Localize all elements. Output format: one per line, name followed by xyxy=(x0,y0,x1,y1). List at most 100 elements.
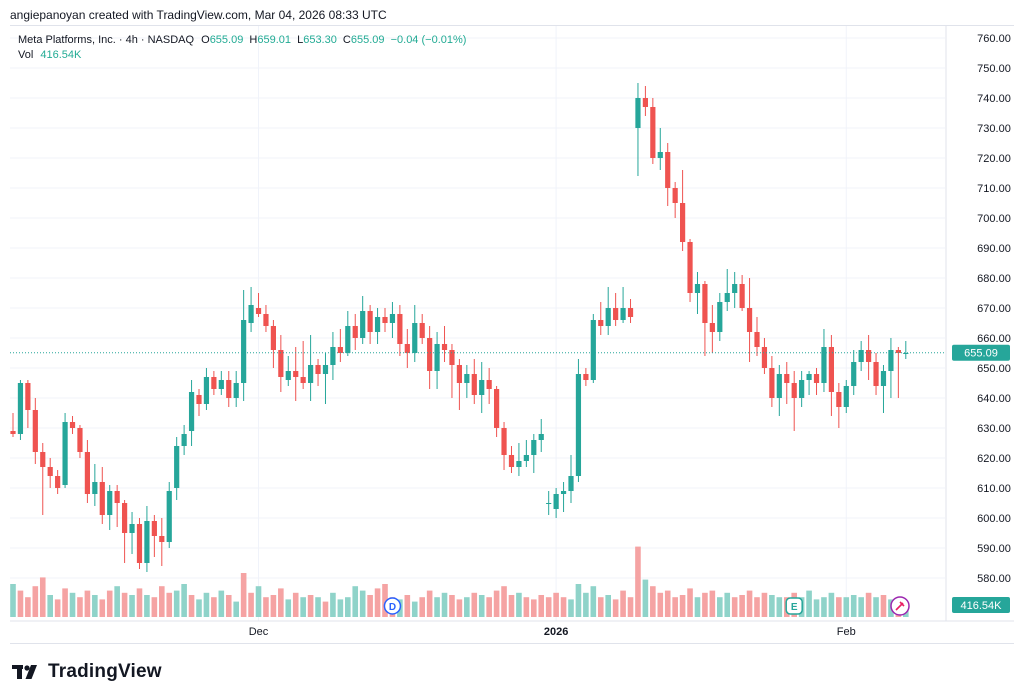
candle-body[interactable] xyxy=(330,347,336,365)
candle-body[interactable] xyxy=(709,323,715,332)
candle-body[interactable] xyxy=(322,365,329,374)
candle-body[interactable] xyxy=(293,371,299,377)
candle-body[interactable] xyxy=(233,383,239,398)
candle-body[interactable] xyxy=(360,311,366,338)
dividend-marker[interactable] xyxy=(383,597,402,615)
candle-body[interactable] xyxy=(776,374,782,398)
candle-body[interactable] xyxy=(665,152,671,188)
candle-body[interactable] xyxy=(17,383,24,434)
candle-body[interactable] xyxy=(10,431,16,434)
candle-body[interactable] xyxy=(791,383,797,398)
candle-body[interactable] xyxy=(508,455,515,467)
candle-body[interactable] xyxy=(680,203,686,242)
candle-body[interactable] xyxy=(575,374,582,476)
candle-body[interactable] xyxy=(55,476,61,488)
candle-body[interactable] xyxy=(553,494,559,509)
candle-body[interactable] xyxy=(226,380,232,398)
candle-body[interactable] xyxy=(188,392,195,431)
candle-body[interactable] xyxy=(337,347,343,353)
candle-body[interactable] xyxy=(799,380,805,398)
candle-body[interactable] xyxy=(828,347,834,392)
candle-body[interactable] xyxy=(174,446,180,488)
candle-body[interactable] xyxy=(494,389,500,428)
candle-body[interactable] xyxy=(434,344,440,371)
candle-body[interactable] xyxy=(769,368,775,398)
candle-body[interactable] xyxy=(69,422,76,428)
candle-body[interactable] xyxy=(211,377,217,389)
candle-body[interactable] xyxy=(107,491,113,515)
candle-body[interactable] xyxy=(583,374,589,380)
symbol-label[interactable]: Meta Platforms, Inc. · 4h · NASDAQ xyxy=(18,34,195,46)
candle-body[interactable] xyxy=(694,284,701,293)
candle-body[interactable] xyxy=(92,482,98,494)
candle-body[interactable] xyxy=(412,323,418,353)
candle-body[interactable] xyxy=(888,350,894,371)
candle-body[interactable] xyxy=(866,350,872,362)
candle-body[interactable] xyxy=(761,347,768,368)
candle-body[interactable] xyxy=(352,326,358,338)
candle-body[interactable] xyxy=(367,311,373,332)
candle-body[interactable] xyxy=(880,371,887,386)
candle-body[interactable] xyxy=(560,491,567,494)
candle-body[interactable] xyxy=(620,308,626,320)
candle-body[interactable] xyxy=(136,524,143,563)
candle-body[interactable] xyxy=(114,491,120,503)
volume-label[interactable]: Vol xyxy=(18,49,34,61)
candle-body[interactable] xyxy=(486,380,492,389)
candle-body[interactable] xyxy=(873,362,879,386)
candle-body[interactable] xyxy=(598,320,604,326)
candle-body[interactable] xyxy=(278,350,284,377)
candle-body[interactable] xyxy=(746,308,753,332)
candle-body[interactable] xyxy=(635,98,641,128)
candle-body[interactable] xyxy=(300,377,306,383)
candle-body[interactable] xyxy=(724,293,730,302)
candle-body[interactable] xyxy=(389,314,396,323)
candle-body[interactable] xyxy=(501,428,507,455)
candle-body[interactable] xyxy=(813,374,820,383)
candle-body[interactable] xyxy=(531,440,537,455)
candle-body[interactable] xyxy=(538,434,544,440)
candle-body[interactable] xyxy=(613,308,619,320)
candle-body[interactable] xyxy=(203,377,210,404)
candle-body[interactable] xyxy=(717,302,723,332)
candle-body[interactable] xyxy=(345,326,351,353)
candle-body[interactable] xyxy=(456,365,462,383)
candle-body[interactable] xyxy=(754,332,760,347)
candle-body[interactable] xyxy=(374,317,381,332)
candle-body[interactable] xyxy=(784,374,790,383)
candle-body[interactable] xyxy=(672,188,678,203)
candle-body[interactable] xyxy=(25,383,31,410)
candle-body[interactable] xyxy=(627,308,634,317)
candle-body[interactable] xyxy=(851,362,857,386)
candle-body[interactable] xyxy=(903,353,909,354)
candle-body[interactable] xyxy=(285,371,291,380)
candle-body[interactable] xyxy=(732,284,738,293)
price-chart[interactable]: 760.00 750.00 740.00 730.00 720.00 710.00 700.… xyxy=(10,26,1014,643)
candle-body[interactable] xyxy=(464,374,470,383)
candle-body[interactable] xyxy=(32,410,38,452)
candle-body[interactable] xyxy=(449,350,455,365)
candle-body[interactable] xyxy=(605,308,611,326)
candle-body[interactable] xyxy=(479,380,485,395)
candle-body[interactable] xyxy=(144,521,150,563)
candle-body[interactable] xyxy=(62,422,68,485)
candle-body[interactable] xyxy=(315,365,321,374)
candle-body[interactable] xyxy=(858,350,864,362)
candle-body[interactable] xyxy=(241,320,247,383)
candle-body[interactable] xyxy=(419,323,425,338)
candle-body[interactable] xyxy=(806,374,812,380)
candle-body[interactable] xyxy=(159,536,165,542)
candle-body[interactable] xyxy=(270,326,276,350)
candle-body[interactable] xyxy=(129,524,135,533)
candle-body[interactable] xyxy=(895,350,901,353)
earnings-marker[interactable] xyxy=(785,597,803,615)
candle-body[interactable] xyxy=(218,380,224,389)
candle-body[interactable] xyxy=(642,98,648,107)
candle-body[interactable] xyxy=(471,374,477,395)
candle-body[interactable] xyxy=(546,503,552,504)
candle-body[interactable] xyxy=(836,392,842,407)
candle-body[interactable] xyxy=(843,386,849,407)
candle-body[interactable] xyxy=(308,365,314,383)
candle-body[interactable] xyxy=(687,242,693,293)
candle-body[interactable] xyxy=(650,107,656,158)
